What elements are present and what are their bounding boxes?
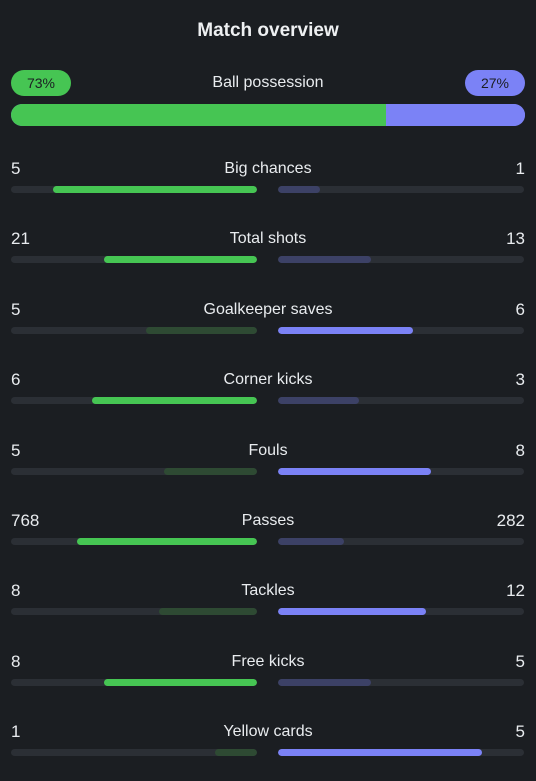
- home-bar-fill: [215, 749, 257, 756]
- away-value: 1: [515, 159, 525, 178]
- stat-row: 6 Corner kicks 3: [11, 369, 525, 409]
- away-bar-fill: [278, 679, 372, 686]
- home-bar-track: [11, 749, 257, 756]
- stat-label: Fouls: [248, 442, 288, 459]
- away-value: 8: [515, 441, 525, 460]
- home-value: 8: [11, 652, 21, 671]
- stat-label: Free kicks: [231, 653, 305, 670]
- stat-label: Total shots: [229, 230, 307, 247]
- away-bar-fill: [278, 327, 414, 334]
- stat-label: Goalkeeper saves: [203, 301, 333, 318]
- stat-label: Tackles: [241, 582, 295, 599]
- away-value: 5: [515, 722, 525, 741]
- home-value: 768: [11, 511, 40, 530]
- away-value: 13: [506, 229, 525, 248]
- home-bar-fill: [52, 186, 257, 193]
- home-bar-track: [11, 186, 257, 193]
- home-value: 5: [11, 159, 21, 178]
- home-bar-track: [11, 256, 257, 263]
- away-bar-fill: [278, 186, 320, 193]
- home-value: 1: [11, 722, 21, 741]
- home-value: 8: [11, 581, 21, 600]
- home-bar-fill: [77, 538, 257, 545]
- away-bar-fill: [278, 538, 345, 545]
- away-value: 3: [515, 370, 525, 389]
- away-value: 282: [496, 511, 525, 530]
- stat-row: 8 Free kicks 5: [11, 651, 525, 691]
- away-bar-track: [278, 608, 524, 615]
- home-bar-track: [11, 538, 257, 545]
- away-possession-fill: [386, 104, 525, 126]
- away-bar-track: [278, 186, 524, 193]
- home-bar-track: [11, 468, 257, 475]
- home-bar-track: [11, 679, 257, 686]
- away-bar-fill: [278, 608, 426, 615]
- away-bar-fill: [278, 468, 431, 475]
- stat-row: 768 Passes 282: [11, 510, 525, 550]
- home-value: 21: [11, 229, 30, 248]
- home-bar-fill: [158, 608, 257, 615]
- away-bar-track: [278, 749, 524, 756]
- home-bar-fill: [104, 256, 257, 263]
- possession-header: 73% Ball possession 27%: [11, 70, 525, 96]
- stat-row: 21 Total shots 13: [11, 228, 525, 268]
- away-bar-fill: [278, 749, 483, 756]
- home-value: 5: [11, 300, 21, 319]
- stat-label: Yellow cards: [223, 723, 313, 740]
- home-value: 5: [11, 441, 21, 460]
- home-bar-track: [11, 397, 257, 404]
- stat-row: 8 Tackles 12: [11, 580, 525, 620]
- away-bar-fill: [278, 256, 372, 263]
- page-title: Match overview: [197, 20, 339, 41]
- stat-label: Passes: [241, 512, 295, 529]
- away-possession-badge: 27%: [465, 70, 525, 96]
- home-bar-fill: [92, 397, 257, 404]
- home-value: 6: [11, 370, 21, 389]
- away-bar-fill: [278, 397, 360, 404]
- home-bar-fill: [146, 327, 257, 334]
- home-bar-fill: [163, 468, 257, 475]
- stat-row: 1 Yellow cards 5: [11, 721, 525, 761]
- away-bar-track: [278, 679, 524, 686]
- home-bar-track: [11, 608, 257, 615]
- possession-bar: [11, 104, 525, 126]
- away-value: 12: [506, 581, 525, 600]
- away-value: 6: [515, 300, 525, 319]
- away-bar-track: [278, 397, 524, 404]
- stat-row: 5 Goalkeeper saves 6: [11, 299, 525, 339]
- home-possession-badge: 73%: [11, 70, 71, 96]
- stat-row: 5 Big chances 1: [11, 158, 525, 198]
- home-bar-fill: [104, 679, 257, 686]
- away-bar-track: [278, 538, 524, 545]
- away-bar-track: [278, 468, 524, 475]
- stat-label: Corner kicks: [223, 371, 313, 388]
- away-value: 5: [515, 652, 525, 671]
- home-possession-fill: [11, 104, 387, 126]
- possession-label: Ball possession: [212, 74, 324, 91]
- stat-row: 5 Fouls 8: [11, 440, 525, 480]
- stat-label: Big chances: [224, 160, 312, 177]
- away-bar-track: [278, 256, 524, 263]
- away-bar-track: [278, 327, 524, 334]
- home-bar-track: [11, 327, 257, 334]
